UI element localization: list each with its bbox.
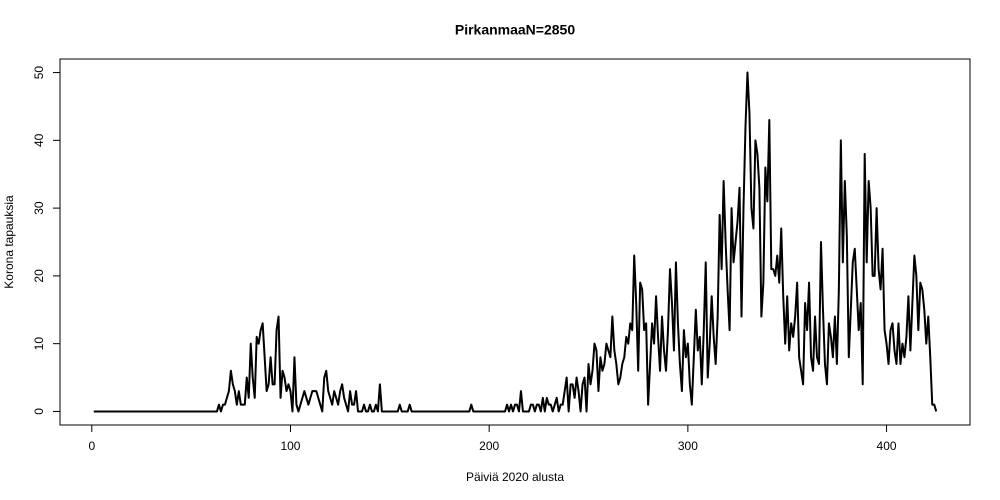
y-tick-label: 10 bbox=[32, 337, 46, 351]
x-tick-label: 400 bbox=[877, 439, 897, 453]
y-tick-label: 50 bbox=[32, 66, 46, 80]
x-axis-title: Päiviä 2020 alusta bbox=[466, 470, 564, 484]
x-tick-label: 300 bbox=[678, 439, 698, 453]
x-tick-label: 100 bbox=[280, 439, 300, 453]
x-tick-label: 200 bbox=[479, 439, 499, 453]
chart-title: PirkanmaaN=2850 bbox=[455, 22, 575, 38]
plot-frame bbox=[59, 58, 971, 426]
data-line bbox=[93, 71, 938, 413]
x-tick-label: 0 bbox=[88, 439, 95, 453]
y-tick-label: 0 bbox=[32, 408, 46, 415]
y-tick-label: 20 bbox=[32, 269, 46, 283]
y-tick-label: 30 bbox=[32, 201, 46, 215]
y-tick-label: 40 bbox=[32, 133, 46, 147]
y-axis-title: Korona tapauksia bbox=[2, 195, 16, 289]
